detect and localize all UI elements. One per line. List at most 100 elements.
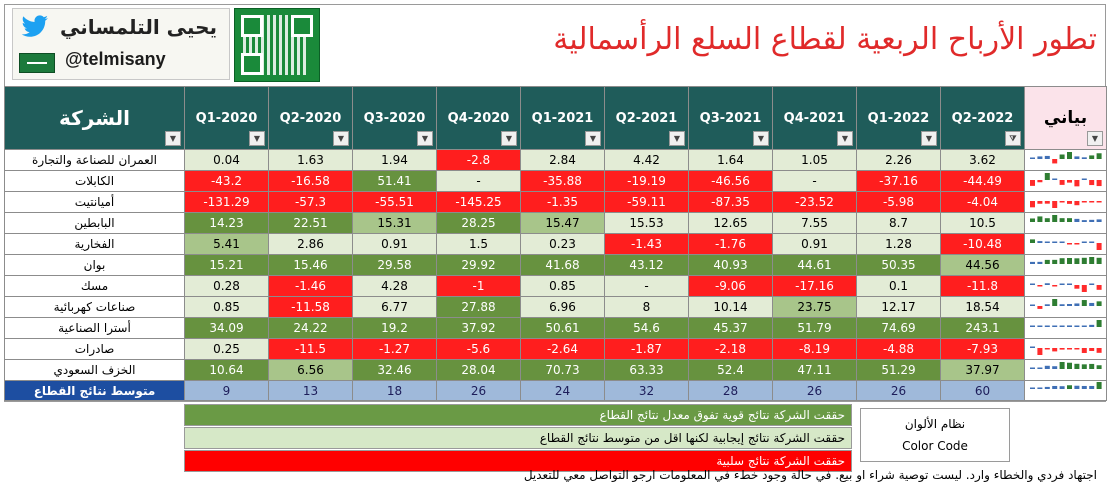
sparkline-bar bbox=[1036, 179, 1042, 182]
sparkline-bar bbox=[1088, 241, 1094, 243]
value-cell: 63.33 bbox=[604, 359, 689, 381]
sparkline-bar bbox=[1066, 303, 1072, 306]
sparkline-bar bbox=[1073, 302, 1079, 306]
sparkline-bar bbox=[1051, 284, 1057, 286]
sparkline-bar bbox=[1051, 298, 1057, 306]
quarter-header: Q1-2020 ▼ bbox=[184, 86, 269, 150]
legend-positive: حققت الشركة نتائج إيجابية لكنها اقل من م… bbox=[184, 427, 852, 449]
sparkline-bar bbox=[1088, 385, 1094, 389]
average-cell: 60 bbox=[940, 380, 1025, 401]
value-cell: 0.91 bbox=[352, 233, 437, 255]
sparkline bbox=[1029, 200, 1102, 208]
value-cell: 15.31 bbox=[352, 212, 437, 234]
value-cell: -17.16 bbox=[772, 275, 857, 297]
company-name: البابطين bbox=[4, 212, 185, 234]
value-cell: 2.86 bbox=[268, 233, 353, 255]
value-cell: 37.92 bbox=[436, 317, 521, 339]
quarter-header: Q2-2021 ▼ bbox=[604, 86, 689, 150]
value-cell: 7.55 bbox=[772, 212, 857, 234]
value-cell: 37.97 bbox=[940, 359, 1025, 381]
sparkline-bar bbox=[1051, 385, 1057, 389]
value-cell: -37.16 bbox=[856, 170, 941, 192]
sparkline-bar bbox=[1081, 363, 1087, 369]
sparkline-bar bbox=[1044, 217, 1050, 222]
sparkline-cell bbox=[1024, 170, 1107, 192]
filter-dropdown-icon[interactable]: ▼ bbox=[417, 131, 433, 146]
sparkline-bar bbox=[1096, 347, 1102, 353]
filter-dropdown-icon[interactable]: ▼ bbox=[249, 131, 265, 146]
value-cell: 51.79 bbox=[772, 317, 857, 339]
table-row: الخزف السعودي 10.64 6.56 32.46 28.04 70.73 63.… bbox=[4, 359, 1107, 381]
filter-dropdown-icon[interactable]: ▼ bbox=[669, 131, 685, 146]
sparkline-bar bbox=[1096, 300, 1102, 306]
value-cell: 15.47 bbox=[520, 212, 605, 234]
sparkline-bar bbox=[1051, 158, 1057, 163]
sparkline-bar bbox=[1088, 256, 1094, 264]
filter-dropdown-icon[interactable]: ▼ bbox=[333, 131, 349, 146]
quarter-header: Q4-2021 ▼ bbox=[772, 86, 857, 150]
sparkline-bar bbox=[1044, 259, 1050, 264]
earnings-table: الشركة ▼ Q1-2020 ▼ Q2-2020 ▼ Q3-2020 ▼ Q4-2020 ▼… bbox=[4, 86, 1107, 401]
value-cell: -55.51 bbox=[352, 191, 437, 213]
sparkline bbox=[1029, 382, 1102, 389]
value-cell: -9.06 bbox=[688, 275, 773, 297]
sparkline-bar bbox=[1066, 242, 1072, 244]
sparkline-bar bbox=[1044, 365, 1050, 369]
value-cell: -1.46 bbox=[268, 275, 353, 297]
value-cell: 51.29 bbox=[856, 359, 941, 381]
average-cell: 9 bbox=[184, 380, 269, 401]
value-cell: 54.6 bbox=[604, 317, 689, 339]
sparkline-bar bbox=[1066, 200, 1072, 204]
filter-dropdown-icon[interactable]: ▼ bbox=[585, 131, 601, 146]
sparkline-cell bbox=[1024, 149, 1107, 171]
sparkline-bar bbox=[1059, 325, 1065, 327]
value-cell: 1.05 bbox=[772, 149, 857, 171]
sparkline-bar bbox=[1066, 347, 1072, 349]
filter-dropdown-icon[interactable]: ▼ bbox=[1087, 131, 1103, 146]
filter-dropdown-icon[interactable]: ▼ bbox=[753, 131, 769, 146]
sparkline-bar bbox=[1059, 361, 1065, 369]
filter-dropdown-icon[interactable]: ▼ bbox=[837, 131, 853, 146]
sparkline-bar bbox=[1066, 151, 1072, 159]
sparkline-bar bbox=[1044, 172, 1050, 180]
sparkline-bar bbox=[1073, 325, 1079, 327]
value-cell: 18.54 bbox=[940, 296, 1025, 318]
value-cell: -5.6 bbox=[436, 338, 521, 360]
value-cell: 12.17 bbox=[856, 296, 941, 318]
sparkline-bar bbox=[1059, 283, 1065, 285]
sparkline-bar bbox=[1088, 347, 1094, 351]
sparkline-bar bbox=[1096, 364, 1102, 369]
author-name: يحيى التلمساني bbox=[60, 15, 217, 39]
sparkline-cell bbox=[1024, 338, 1107, 360]
twitter-handle: @telmisany bbox=[65, 49, 166, 69]
filter-dropdown-icon[interactable]: ▼ bbox=[165, 131, 181, 146]
company-name: صادرات bbox=[4, 338, 185, 360]
sparkline-bar bbox=[1029, 304, 1035, 306]
filter-dropdown-icon[interactable]: ▼ bbox=[921, 131, 937, 146]
value-cell: -4.88 bbox=[856, 338, 941, 360]
value-cell: -19.19 bbox=[604, 170, 689, 192]
sparkline-bar bbox=[1051, 200, 1057, 208]
sparkline-cell bbox=[1024, 212, 1107, 234]
sparkline-bar bbox=[1059, 257, 1065, 264]
sparkline-bar bbox=[1044, 347, 1050, 349]
sparkline-bar bbox=[1073, 284, 1079, 289]
value-cell: 2.26 bbox=[856, 149, 941, 171]
filter-dropdown-icon[interactable]: ⧩ bbox=[1005, 131, 1021, 146]
value-cell: 44.61 bbox=[772, 254, 857, 276]
value-cell: 34.09 bbox=[184, 317, 269, 339]
company-name: الخزف السعودي bbox=[4, 359, 185, 381]
sparkline bbox=[1029, 298, 1102, 309]
sparkline bbox=[1029, 256, 1102, 264]
table-row: الكابلات -43.2 -16.58 51.41- -35.88 -19.19 -46… bbox=[4, 170, 1107, 192]
quarter-header: Q2-2020 ▼ bbox=[268, 86, 353, 150]
company-name: صناعات كهربائية bbox=[4, 296, 185, 318]
value-cell: -16.58 bbox=[268, 170, 353, 192]
value-cell: -46.56 bbox=[688, 170, 773, 192]
sparkline-bar bbox=[1096, 382, 1102, 389]
sparkline-cell bbox=[1024, 233, 1107, 255]
value-cell: 8 bbox=[604, 296, 689, 318]
value-cell: 22.51 bbox=[268, 212, 353, 234]
average-cell: 26 bbox=[856, 380, 941, 401]
filter-dropdown-icon[interactable]: ▼ bbox=[501, 131, 517, 146]
